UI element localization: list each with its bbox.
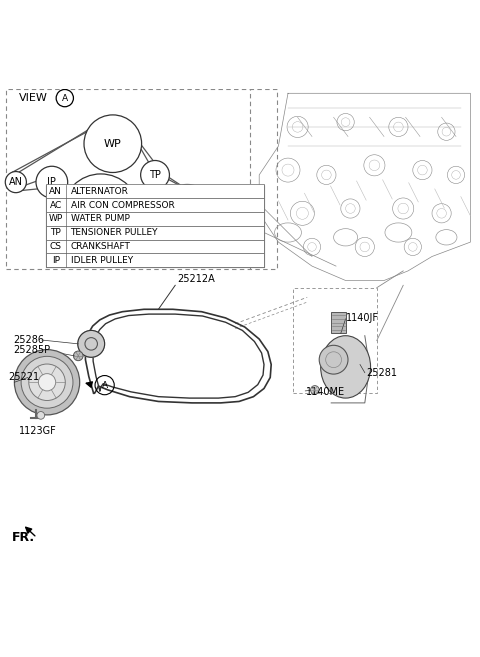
Circle shape <box>5 171 26 193</box>
Text: VIEW: VIEW <box>19 93 48 103</box>
Text: CRANKSHAFT: CRANKSHAFT <box>71 242 131 251</box>
Circle shape <box>73 351 83 361</box>
Text: WATER PUMP: WATER PUMP <box>71 214 130 223</box>
Text: 25285P: 25285P <box>13 345 50 355</box>
Bar <box>46 240 264 254</box>
Text: IP: IP <box>48 177 56 187</box>
Circle shape <box>62 174 139 251</box>
Text: WP: WP <box>48 214 63 223</box>
Circle shape <box>21 356 73 408</box>
Text: CS: CS <box>94 208 108 217</box>
Ellipse shape <box>321 336 371 398</box>
Text: IDLER PULLEY: IDLER PULLEY <box>71 256 132 265</box>
Text: 1140ME: 1140ME <box>306 387 346 397</box>
Text: AN: AN <box>9 177 23 187</box>
Bar <box>46 185 264 267</box>
Bar <box>331 311 346 333</box>
Circle shape <box>141 160 169 189</box>
Circle shape <box>36 166 68 198</box>
Text: TP: TP <box>50 228 61 237</box>
Text: 25221: 25221 <box>9 373 40 382</box>
Bar <box>293 288 377 394</box>
Text: CS: CS <box>50 242 61 251</box>
Circle shape <box>319 346 348 374</box>
Text: A: A <box>102 380 108 390</box>
Text: 1140JF: 1140JF <box>346 313 379 323</box>
Bar <box>6 89 277 269</box>
Text: TENSIONER PULLEY: TENSIONER PULLEY <box>71 228 158 237</box>
Text: FR.: FR. <box>12 531 35 544</box>
Text: WP: WP <box>104 139 121 148</box>
Circle shape <box>85 338 97 350</box>
Circle shape <box>311 386 319 394</box>
Text: 1123GF: 1123GF <box>19 426 56 436</box>
Text: AC: AC <box>49 200 62 210</box>
Circle shape <box>78 330 105 357</box>
Circle shape <box>38 374 56 391</box>
Text: AIR CON COMPRESSOR: AIR CON COMPRESSOR <box>71 200 174 210</box>
Bar <box>46 212 264 226</box>
Text: 25281: 25281 <box>366 368 397 378</box>
Text: AC: AC <box>180 204 195 214</box>
Circle shape <box>37 411 45 419</box>
Bar <box>46 254 264 267</box>
Bar <box>46 226 264 240</box>
Text: ALTERNATOR: ALTERNATOR <box>71 187 129 196</box>
Circle shape <box>162 185 212 235</box>
Circle shape <box>84 115 142 173</box>
Text: IP: IP <box>52 256 60 265</box>
Text: 25212A: 25212A <box>178 275 216 284</box>
Text: A: A <box>62 93 68 102</box>
Text: AN: AN <box>49 187 62 196</box>
Text: TP: TP <box>149 170 161 180</box>
Circle shape <box>14 350 80 415</box>
Bar <box>46 198 264 212</box>
Bar <box>46 185 264 198</box>
Text: 25286: 25286 <box>13 335 44 345</box>
Circle shape <box>29 364 65 401</box>
